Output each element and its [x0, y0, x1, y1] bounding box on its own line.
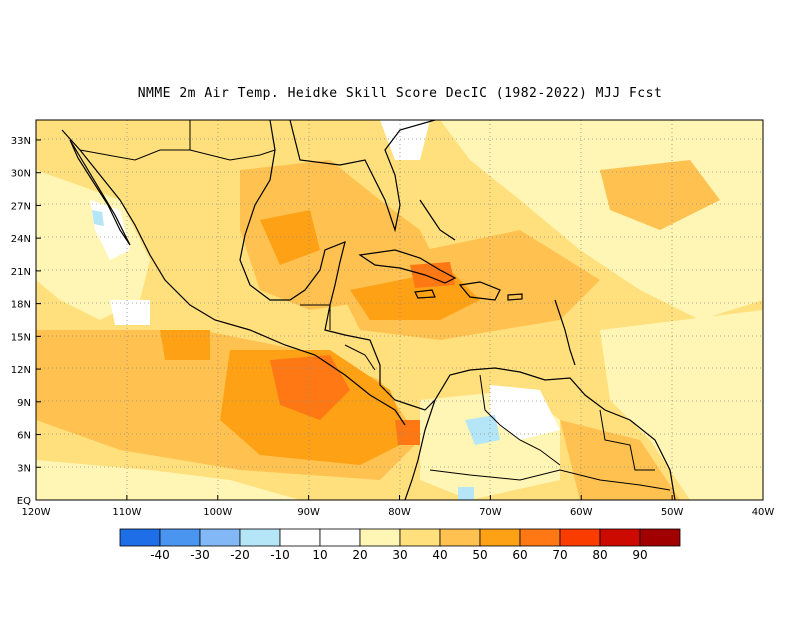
colorbar-swatch [119, 528, 161, 547]
lat-label: 15N [11, 332, 31, 343]
field-blue-baja [92, 210, 104, 226]
colorbar-label: -20 [230, 548, 250, 562]
colorbar-swatch [599, 528, 641, 547]
lon-label: 50W [661, 507, 684, 518]
colorbar-swatch [239, 528, 281, 547]
lat-label: 6N [17, 431, 31, 442]
border-guatemala [300, 304, 331, 330]
colorbar-label: 60 [512, 548, 527, 562]
colorbar-swatch [399, 528, 441, 547]
island-puerto-rico [507, 293, 523, 301]
border-us-mexico-east [189, 149, 276, 161]
lon-label: 80W [388, 507, 411, 518]
colorbar-label: -30 [190, 548, 210, 562]
coast-central-america-east [324, 304, 436, 411]
colorbar-swatch [159, 528, 201, 547]
colorbar-swatch [439, 528, 481, 547]
islands-lesser-antilles [554, 299, 576, 366]
colorbar-swatch [279, 528, 321, 547]
border-us-mexico [79, 120, 191, 161]
field-blue-amazon [458, 487, 474, 500]
island-cuba [358, 249, 457, 284]
longitude-axis: 120W 110W 100W 90W 80W 70W 60W 50W 40W [22, 495, 775, 518]
colorbar-label: -40 [150, 548, 170, 562]
borders [79, 120, 671, 491]
field-orange-atlantic [600, 160, 720, 230]
field-red-core-cuba [410, 262, 455, 288]
lat-label: 18N [11, 300, 31, 311]
lat-label: 33N [11, 136, 31, 147]
colorbar-label: 70 [552, 548, 567, 562]
colorbar-label: 40 [432, 548, 447, 562]
field-pale-southeast [600, 310, 763, 500]
colorbar-label: 80 [592, 548, 607, 562]
border-guianas [599, 409, 655, 471]
coast-mexico-pacific [61, 129, 406, 426]
lat-label: 21N [11, 267, 31, 278]
field-pale-southwest [36, 460, 300, 500]
colorbar-label: 50 [472, 548, 487, 562]
field-pale-west [36, 170, 150, 320]
field-blue-colombia [465, 415, 500, 445]
map-title: NMME 2m Air Temp. Heidke Skill Score Dec… [137, 86, 663, 101]
field-red-core-pacific [270, 355, 350, 420]
colorbar-swatch [519, 528, 561, 547]
field-darkorange-gulf [260, 210, 320, 265]
field-white-venezuela [490, 385, 560, 440]
colorbar-label: 20 [352, 548, 367, 562]
lat-label: 24N [11, 234, 31, 245]
islands-bahamas [419, 199, 456, 241]
graticule [36, 120, 763, 500]
field-orange-guiana [560, 420, 680, 500]
coast-gulf [239, 120, 346, 306]
lon-label: 100W [203, 507, 232, 518]
lon-label: 70W [479, 507, 502, 518]
border-central-america [344, 344, 376, 371]
skill-field [36, 120, 763, 500]
colorbar-swatch [319, 528, 361, 547]
field-red-core-panama [395, 420, 420, 445]
coast-us-gulf [289, 120, 436, 233]
lat-label: 12N [11, 365, 31, 376]
colorbar-swatch [559, 528, 601, 547]
border-brazil [429, 469, 671, 491]
colorbar-label: 90 [632, 548, 647, 562]
lon-label: 110W [112, 507, 141, 518]
field-white-florida [380, 120, 430, 160]
colorbar-swatch [359, 528, 401, 547]
island-jamaica [414, 289, 436, 299]
lat-label: EQ [17, 496, 31, 507]
border-colombia-venezuela [479, 374, 561, 466]
lon-label: 40W [752, 507, 775, 518]
lon-label: 90W [297, 507, 320, 518]
colorbar-label: -10 [270, 548, 290, 562]
lat-label: 27N [11, 201, 31, 212]
latitude-axis: EQ 3N 6N 9N 12N 15N 18N 21N 24N 27N 30N 33N [11, 136, 41, 507]
colorbar-label: 10 [312, 548, 327, 562]
coast-south-america-west [404, 429, 426, 500]
field-darkorange-westpacific [160, 330, 210, 360]
colorbar-swatch [639, 528, 681, 547]
colorbar-swatch [479, 528, 521, 547]
island-hispaniola [458, 281, 501, 301]
field-white-pacific [110, 300, 150, 325]
lon-label: 120W [22, 507, 51, 518]
lon-label: 60W [570, 507, 593, 518]
coastlines [61, 120, 676, 500]
coast-baja [69, 139, 131, 246]
colorbar: -40 -30 -20 -10 10 20 30 40 50 60 70 80 90 [119, 528, 681, 562]
lat-label: 3N [17, 463, 31, 474]
colorbar-swatch [199, 528, 241, 547]
coast-south-america-north [424, 367, 676, 500]
lat-label: 30N [11, 169, 31, 180]
lat-label: 9N [17, 398, 31, 409]
colorbar-label: 30 [392, 548, 407, 562]
